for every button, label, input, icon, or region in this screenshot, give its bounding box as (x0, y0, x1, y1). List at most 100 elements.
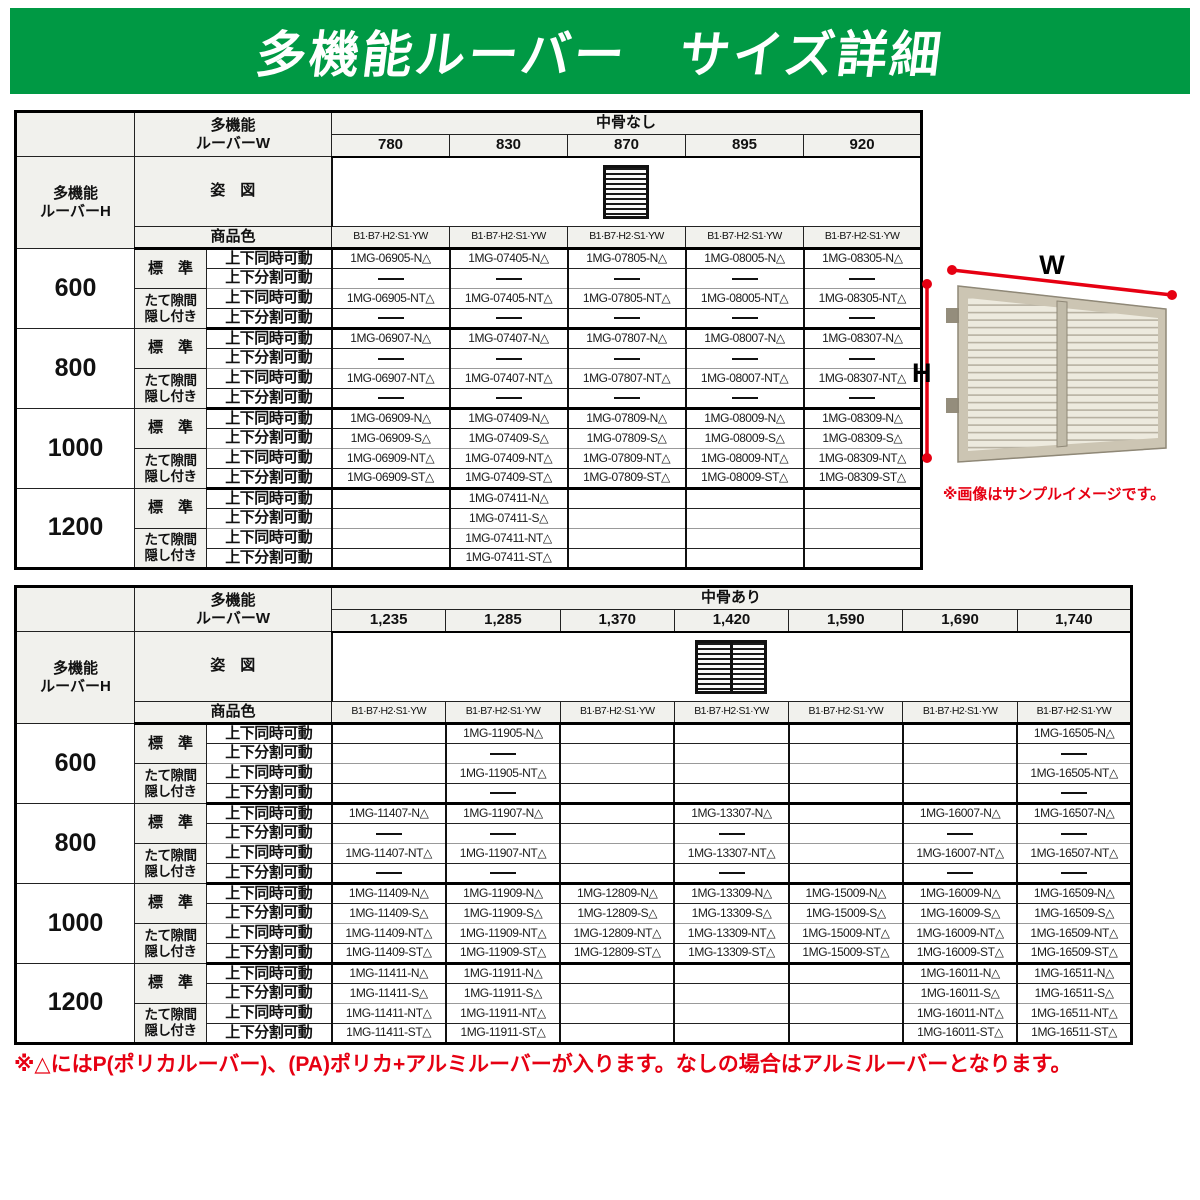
empty-cell (330, 763, 447, 784)
label-line: たて隙間 (144, 847, 198, 863)
sample-image-caption: ※画像はサンプルイメージです。 (942, 486, 1166, 503)
product-code-cell: 1MG-08309-ST△ (802, 468, 923, 490)
product-code-cell: 1MG-11911-N△ (444, 963, 562, 984)
label-line: 多機能 (210, 591, 256, 609)
dimension-w: W (947, 250, 1177, 300)
empty-cell (566, 528, 687, 549)
product-code-cell: 1MG-12809-S△ (559, 903, 676, 924)
product-code-cell: 1MG-07809-S△ (566, 428, 687, 449)
move-sync-label: 上下同時可動 (205, 763, 333, 784)
label-line: たて隙間 (144, 292, 198, 308)
product-code-cell: 1MG-11911-ST△ (444, 1023, 562, 1045)
product-code-cell: 1MG-11407-N△ (330, 803, 447, 824)
product-code-cell: 1MG-08007-NT△ (684, 368, 805, 389)
louver-product-photo: W H (912, 250, 1177, 463)
louver-w-header: 多機能 ルーバーW (133, 586, 333, 632)
empty-cell (684, 488, 805, 509)
no-product-dash (947, 872, 974, 875)
color-codes-cell: B1·B7·H2·S1·YW (331, 701, 447, 725)
standard-label: 標 準 (134, 488, 207, 529)
product-code-cell: 1MG-08005-N△ (684, 248, 805, 269)
no-product-dash (849, 357, 876, 360)
product-code-cell: 1MG-16511-S△ (1016, 983, 1133, 1004)
empty-cell (559, 1003, 676, 1024)
product-code-cell: 1MG-06907-NT△ (330, 368, 451, 389)
title-banner: 多機能ルーバー サイズ詳細 (10, 8, 1190, 94)
spec-row: 800 標 準上下同時可動 1MG-11407-N△ 1MG-11907-N△ 1MG-… (15, 803, 1133, 884)
louver-panel (946, 285, 1167, 463)
width-header-cell: 1,285 (445, 609, 561, 633)
empty-cell (330, 743, 447, 764)
no-product-dash (377, 277, 404, 280)
product-code-cell: 1MG-16009-NT△ (901, 923, 1019, 944)
product-code-cell: 1MG-08307-NT△ (802, 368, 923, 389)
move-split-label: 上下分割可動 (205, 548, 333, 570)
empty-cell (559, 1023, 676, 1045)
move-split-label: 上下分割可動 (205, 348, 333, 369)
move-split-label: 上下分割可動 (205, 903, 333, 924)
move-sync-label: 上下同時可動 (205, 1003, 333, 1024)
no-product-dash (613, 277, 640, 280)
label-line: 隠し付き (144, 548, 198, 563)
spec-row: たて隙間 隠し付き 上下同時可動 1MG-11411-NT△ 1MG-11911-NT△… (16, 1003, 1133, 1044)
no-product-dash (849, 277, 876, 280)
product-code-cell: 1MG-07409-S△ (448, 428, 569, 449)
dash-cell (444, 823, 562, 844)
no-product-dash (495, 277, 522, 280)
label-line: たて隙間 (144, 767, 198, 783)
corner-blank-cell (15, 586, 135, 632)
product-code-cell: 1MG-07405-NT△ (448, 288, 569, 309)
product-code-cell: 1MG-13307-NT△ (673, 843, 790, 864)
move-sync-label: 上下同時可動 (205, 248, 333, 269)
empty-cell (673, 743, 790, 764)
empty-cell (684, 528, 805, 549)
header-row-widths: 1,235 1,285 1,370 1,420 1,590 1,690 1,740 (16, 609, 1132, 633)
spec-row: 上下分割可動 1MG-11411-S△ 1MG-11911-S△ 1MG-16011-… (16, 983, 1133, 1004)
empty-cell (559, 803, 676, 824)
page-title: 多機能ルーバー サイズ詳細 (252, 27, 947, 83)
product-code-cell: 1MG-15009-S△ (787, 903, 904, 924)
empty-cell (787, 843, 904, 864)
width-header-cell: 780 (331, 134, 451, 158)
empty-cell (673, 1003, 790, 1024)
spec-row: たて隙間 隠し付き 上下同時可動 1MG-06905-NT△ 1MG-07405-NT△… (16, 288, 923, 329)
move-sync-label: 上下同時可動 (205, 488, 333, 509)
no-product-dash (613, 397, 640, 400)
move-split-label: 上下分割可動 (205, 823, 333, 844)
product-code-cell: 1MG-16009-ST△ (901, 943, 1019, 965)
hinge-top (946, 308, 959, 323)
empty-cell (673, 763, 790, 784)
product-code-cell: 1MG-11409-S△ (330, 903, 447, 924)
dash-cell (684, 268, 805, 289)
empty-cell (901, 783, 1019, 805)
louver-figure-icon (603, 164, 650, 219)
move-sync-label: 上下同時可動 (205, 883, 333, 904)
product-code-cell: 1MG-12809-N△ (559, 883, 676, 904)
product-code-cell: 1MG-11909-NT△ (444, 923, 562, 944)
color-codes-cell: B1·B7·H2·S1·YW (331, 226, 451, 250)
dimension-h: H (912, 279, 932, 463)
no-product-dash (1061, 832, 1088, 835)
product-code-cell: 1MG-07411-ST△ (448, 548, 569, 570)
dash-cell (566, 388, 687, 410)
width-header-cell: 1,420 (673, 609, 790, 633)
move-split-label: 上下分割可動 (205, 388, 333, 410)
move-split-label: 上下分割可動 (205, 943, 333, 965)
move-split-label: 上下分割可動 (205, 743, 333, 764)
empty-cell (559, 783, 676, 805)
empty-cell (787, 803, 904, 824)
move-sync-label: 上下同時可動 (205, 963, 333, 984)
product-code-cell: 1MG-16007-NT△ (901, 843, 1019, 864)
no-product-dash (947, 832, 974, 835)
figure-label: 姿 図 (133, 631, 333, 702)
width-header-cell: 1,370 (559, 609, 675, 633)
spec-row: 上下分割可動 (16, 743, 1133, 764)
header-row-figure: 多機能 ルーバーH 姿 図 (15, 156, 923, 249)
empty-cell (559, 743, 676, 764)
color-codes-cell: B1·B7·H2·S1·YW (449, 226, 569, 250)
product-code-cell: 1MG-06905-N△ (330, 248, 451, 269)
product-code-cell: 1MG-16507-N△ (1016, 803, 1133, 824)
spec-row: たて隙間 隠し付き 上下同時可動 1MG-06907-NT△ 1MG-07407-NT△… (16, 368, 923, 409)
product-code-cell: 1MG-15009-N△ (787, 883, 904, 904)
empty-cell (330, 548, 451, 570)
